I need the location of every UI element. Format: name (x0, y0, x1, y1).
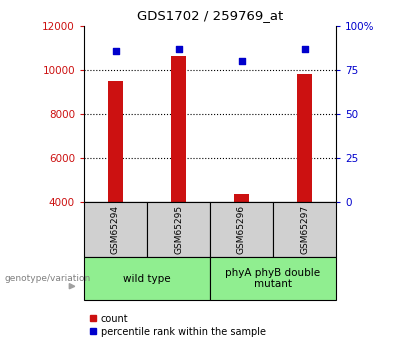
Bar (210, 202, 273, 257)
Point (238, 58, 245, 64)
Text: GSM65294: GSM65294 (111, 205, 120, 254)
Text: wild type: wild type (123, 274, 171, 284)
Bar (147, 202, 210, 257)
Bar (84, 257, 210, 300)
Text: GSM65295: GSM65295 (174, 205, 183, 254)
Title: GDS1702 / 259769_at: GDS1702 / 259769_at (137, 9, 283, 22)
Bar (234, 194, 249, 202)
Bar (84, 202, 147, 257)
Polygon shape (69, 284, 75, 289)
Legend: count, percentile rank within the sample: count, percentile rank within the sample (89, 314, 265, 337)
Point (175, 46, 182, 51)
Bar (171, 56, 186, 202)
Text: phyA phyB double
mutant: phyA phyB double mutant (226, 268, 320, 289)
Bar (273, 202, 336, 257)
Bar (297, 74, 312, 202)
Point (112, 48, 119, 53)
Point (301, 46, 308, 51)
Text: genotype/variation: genotype/variation (4, 274, 90, 283)
Text: GSM65297: GSM65297 (300, 205, 309, 254)
Bar (108, 81, 123, 202)
Bar (210, 257, 336, 300)
Text: GSM65296: GSM65296 (237, 205, 246, 254)
